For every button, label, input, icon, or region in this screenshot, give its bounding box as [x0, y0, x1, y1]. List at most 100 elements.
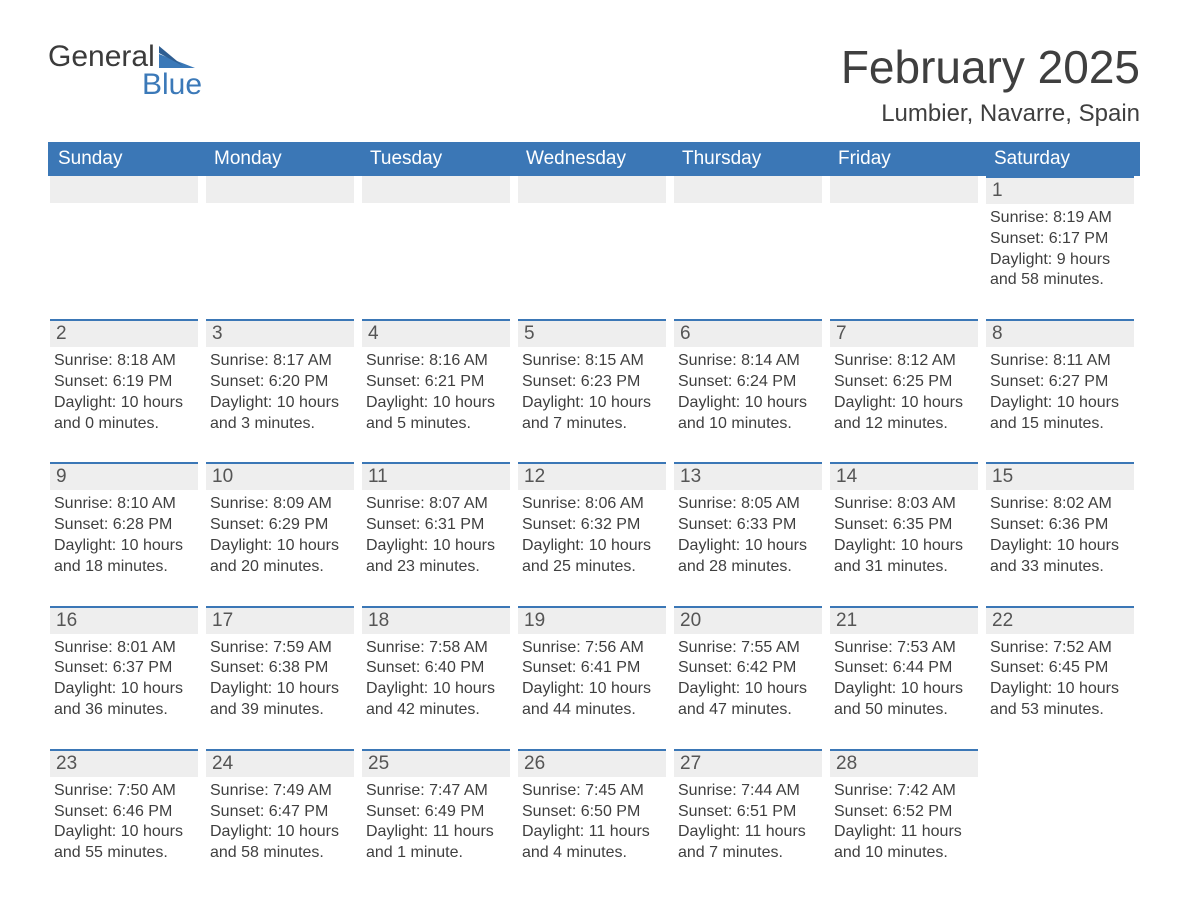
sunrise-line: Sunrise: 8:09 AM — [210, 494, 350, 515]
page-header: General Blue February 2025 Lumbier, Nava… — [48, 40, 1140, 128]
sunrise-line: Sunrise: 8:07 AM — [366, 494, 506, 515]
title-block: February 2025 Lumbier, Navarre, Spain — [841, 40, 1140, 128]
sunrise-line: Sunrise: 8:05 AM — [678, 494, 818, 515]
sunset-line: Sunset: 6:36 PM — [990, 515, 1130, 536]
calendar-cell: 3Sunrise: 8:17 AMSunset: 6:20 PMDaylight… — [204, 319, 360, 434]
sunrise-line: Sunrise: 8:11 AM — [990, 351, 1130, 372]
day-number: 5 — [518, 319, 666, 347]
day-number: 8 — [986, 319, 1134, 347]
calendar-cell: 21Sunrise: 7:53 AMSunset: 6:44 PMDayligh… — [828, 606, 984, 721]
logo-text-top: General — [48, 40, 155, 74]
daylight-line: Daylight: 10 hours and 25 minutes. — [522, 536, 662, 578]
day-number: 6 — [674, 319, 822, 347]
calendar-cell: 5 Sunrise: 8:15 AMSunset: 6:23 PMDaylight… — [516, 319, 672, 434]
sunrise-line: Sunrise: 7:49 AM — [210, 781, 350, 802]
calendar-week: 1Sunrise: 8:19 AMSunset: 6:17 PMDaylight… — [48, 176, 1140, 291]
calendar-cell: 7Sunrise: 8:12 AMSunset: 6:25 PMDaylight… — [828, 319, 984, 434]
calendar-cell: 11 Sunrise: 8:07 AMSunset: 6:31 PMDayligh… — [360, 462, 516, 577]
calendar-cell: 25Sunrise: 7:47 AMSunset: 6:49 PMDayligh… — [360, 749, 516, 864]
sunset-line: Sunset: 6:32 PM — [522, 515, 662, 536]
calendar-cell — [828, 176, 984, 291]
day-body: Sunrise: 8:01 AMSunset: 6:37 PMDaylight:… — [50, 638, 198, 721]
logo-flag-icon — [159, 46, 195, 68]
day-body: Sunrise: 8:02 AMSunset: 6:36 PMDaylight:… — [986, 494, 1134, 577]
day-number — [206, 176, 354, 203]
sunrise-line: Sunrise: 8:15 AM — [522, 351, 662, 372]
calendar-weeks: 1Sunrise: 8:19 AMSunset: 6:17 PMDaylight… — [48, 176, 1140, 864]
sunrise-line: Sunrise: 8:10 AM — [54, 494, 194, 515]
calendar-cell — [516, 176, 672, 291]
day-body: Sunrise: 8:11 AMSunset: 6:27 PMDaylight:… — [986, 351, 1134, 434]
sunrise-line: Sunrise: 8:03 AM — [834, 494, 974, 515]
calendar-cell: 22Sunrise: 7:52 AMSunset: 6:45 PMDayligh… — [984, 606, 1140, 721]
sunrise-line: Sunrise: 8:18 AM — [54, 351, 194, 372]
day-number: 28 — [830, 749, 978, 777]
calendar-cell: 4 Sunrise: 8:16 AMSunset: 6:21 PMDaylight… — [360, 319, 516, 434]
daylight-line: Daylight: 10 hours and 44 minutes. — [522, 679, 662, 721]
calendar-cell: 20 Sunrise: 7:55 AMSunset: 6:42 PMDayligh… — [672, 606, 828, 721]
calendar-cell: 23Sunrise: 7:50 AMSunset: 6:46 PMDayligh… — [48, 749, 204, 864]
daylight-line: Daylight: 11 hours and 4 minutes. — [522, 822, 662, 864]
day-body: Sunrise: 8:15 AMSunset: 6:23 PMDaylight:… — [518, 351, 666, 434]
day-number: 13 — [674, 462, 822, 490]
day-number: 27 — [674, 749, 822, 777]
day-body: Sunrise: 7:44 AMSunset: 6:51 PMDaylight:… — [674, 781, 822, 864]
sunset-line: Sunset: 6:23 PM — [522, 372, 662, 393]
sunrise-line: Sunrise: 7:59 AM — [210, 638, 350, 659]
day-body: Sunrise: 7:53 AMSunset: 6:44 PMDaylight:… — [830, 638, 978, 721]
weekday-label: Sunday — [48, 142, 204, 176]
calendar-cell — [48, 176, 204, 291]
day-body: Sunrise: 8:06 AMSunset: 6:32 PMDaylight:… — [518, 494, 666, 577]
sunrise-line: Sunrise: 8:12 AM — [834, 351, 974, 372]
day-number: 17 — [206, 606, 354, 634]
sunset-line: Sunset: 6:51 PM — [678, 802, 818, 823]
daylight-line: Daylight: 10 hours and 58 minutes. — [210, 822, 350, 864]
weekday-header-row: SundayMondayTuesdayWednesdayThursdayFrid… — [48, 142, 1140, 176]
day-number: 3 — [206, 319, 354, 347]
sunset-line: Sunset: 6:35 PM — [834, 515, 974, 536]
sunset-line: Sunset: 6:33 PM — [678, 515, 818, 536]
calendar: SundayMondayTuesdayWednesdayThursdayFrid… — [48, 142, 1140, 864]
day-body: Sunrise: 8:07 AMSunset: 6:31 PMDaylight:… — [362, 494, 510, 577]
day-number — [830, 176, 978, 203]
day-body: Sunrise: 7:55 AMSunset: 6:42 PMDaylight:… — [674, 638, 822, 721]
sunset-line: Sunset: 6:20 PM — [210, 372, 350, 393]
day-number: 7 — [830, 319, 978, 347]
day-body: Sunrise: 7:52 AMSunset: 6:45 PMDaylight:… — [986, 638, 1134, 721]
day-body: Sunrise: 8:10 AMSunset: 6:28 PMDaylight:… — [50, 494, 198, 577]
sunset-line: Sunset: 6:21 PM — [366, 372, 506, 393]
calendar-cell — [984, 749, 1140, 864]
sunrise-line: Sunrise: 8:14 AM — [678, 351, 818, 372]
day-number — [986, 749, 1134, 753]
day-number: 10 — [206, 462, 354, 490]
daylight-line: Daylight: 10 hours and 5 minutes. — [366, 393, 506, 435]
daylight-line: Daylight: 10 hours and 10 minutes. — [678, 393, 818, 435]
weekday-label: Friday — [828, 142, 984, 176]
day-number: 15 — [986, 462, 1134, 490]
day-number: 4 — [362, 319, 510, 347]
sunrise-line: Sunrise: 8:16 AM — [366, 351, 506, 372]
calendar-cell: 10Sunrise: 8:09 AMSunset: 6:29 PMDayligh… — [204, 462, 360, 577]
calendar-cell — [204, 176, 360, 291]
daylight-line: Daylight: 10 hours and 3 minutes. — [210, 393, 350, 435]
sunset-line: Sunset: 6:24 PM — [678, 372, 818, 393]
month-title: February 2025 — [841, 40, 1140, 94]
day-body: Sunrise: 7:59 AMSunset: 6:38 PMDaylight:… — [206, 638, 354, 721]
day-body: Sunrise: 8:05 AMSunset: 6:33 PMDaylight:… — [674, 494, 822, 577]
daylight-line: Daylight: 10 hours and 7 minutes. — [522, 393, 662, 435]
sunset-line: Sunset: 6:38 PM — [210, 658, 350, 679]
sunrise-line: Sunrise: 8:19 AM — [990, 208, 1130, 229]
day-number: 11 — [362, 462, 510, 490]
day-number: 1 — [986, 176, 1134, 204]
calendar-week: 2Sunrise: 8:18 AMSunset: 6:19 PMDaylight… — [48, 319, 1140, 434]
sunrise-line: Sunrise: 7:58 AM — [366, 638, 506, 659]
calendar-cell: 16Sunrise: 8:01 AMSunset: 6:37 PMDayligh… — [48, 606, 204, 721]
day-number: 14 — [830, 462, 978, 490]
sunset-line: Sunset: 6:37 PM — [54, 658, 194, 679]
day-number: 23 — [50, 749, 198, 777]
location-subtitle: Lumbier, Navarre, Spain — [841, 100, 1140, 128]
daylight-line: Daylight: 10 hours and 36 minutes. — [54, 679, 194, 721]
day-body: Sunrise: 8:18 AMSunset: 6:19 PMDaylight:… — [50, 351, 198, 434]
sunrise-line: Sunrise: 7:44 AM — [678, 781, 818, 802]
day-number: 20 — [674, 606, 822, 634]
